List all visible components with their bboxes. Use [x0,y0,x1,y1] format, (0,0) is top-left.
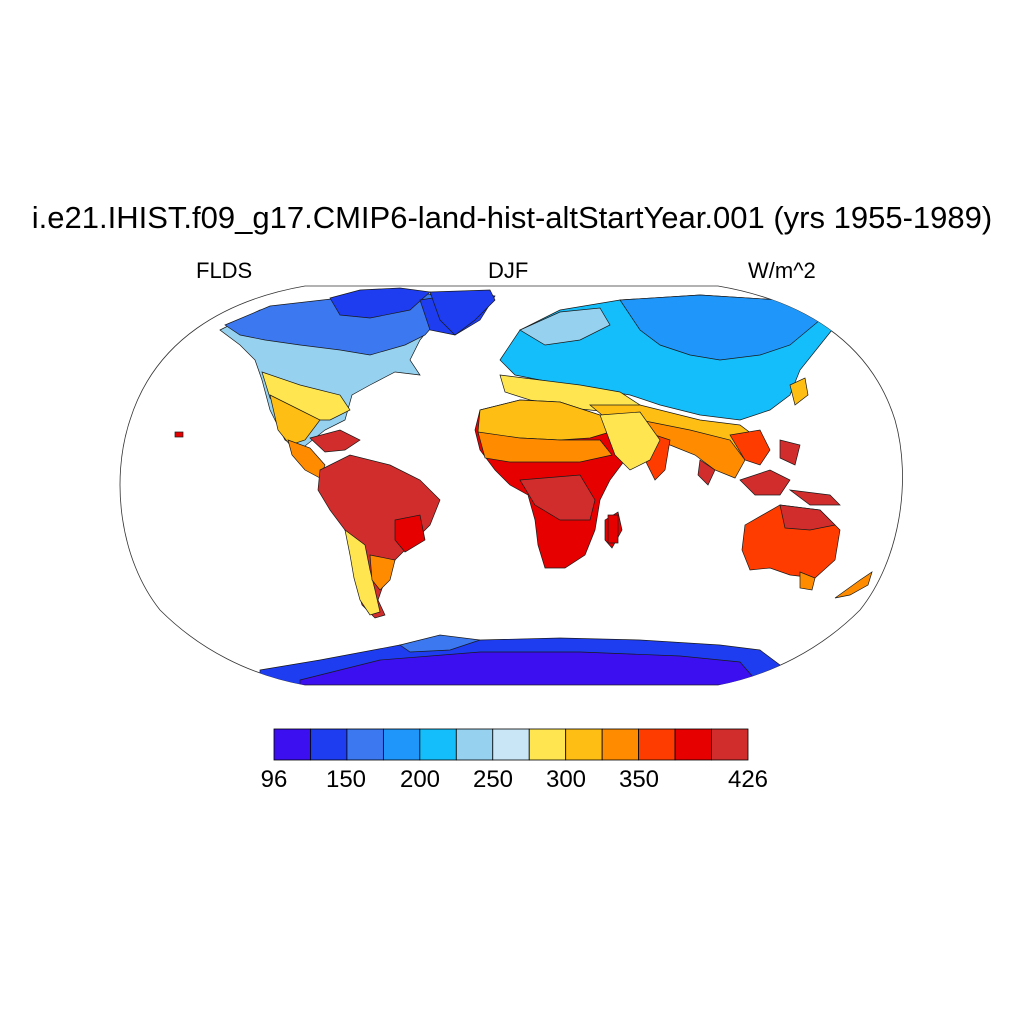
madagascar [607,514,619,544]
colorbar-tick-label: 200 [399,766,441,793]
south-america [317,454,441,619]
colorbar-swatch [711,728,749,761]
hawaii [174,431,184,438]
arabia [599,411,661,471]
units-label: W/m^2 [748,258,816,283]
colorbar-swatch [638,728,676,761]
colorbar-swatch [601,728,640,761]
colorbar-tick-label: 350 [618,766,660,793]
season-label: DJF [488,258,529,283]
variable-label: FLDS [196,258,253,283]
colorbar-swatch [528,728,567,761]
colorbar-swatch [273,728,311,761]
colorbar-swatch [455,728,494,761]
africa [474,399,626,569]
colorbar-tick-label: 150 [325,766,367,793]
map-title: i.e21.IHIST.f09_g17.CMIP6-land-hist-altS… [31,200,993,235]
colorbar-swatch [565,728,603,761]
antarctica [259,634,781,685]
colorbar-swatch [310,728,348,761]
colorbar-tick-label: 300 [545,766,587,793]
colorbar-swatch [419,728,457,761]
colorbar-swatch [492,728,530,761]
colorbar-tick-label: 96 [260,766,288,793]
greenland [429,289,496,336]
new-zealand [834,571,873,599]
colorbar-swatch [382,728,421,761]
maritime-continent [697,439,841,506]
colorbar-swatch [346,728,384,761]
australia [741,504,841,591]
eurasia [499,294,841,481]
colorbar-tick-label: 426 [727,766,769,793]
colorbar-tick-label: 250 [472,766,514,793]
colorbar-swatch [674,728,712,761]
japan [789,377,809,406]
